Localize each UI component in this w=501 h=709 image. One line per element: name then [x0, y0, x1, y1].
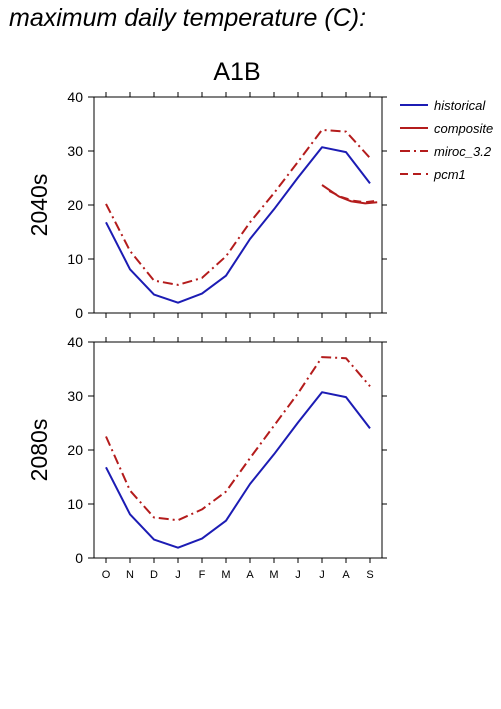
x-tick-label: F [199, 569, 206, 581]
y-tick-label: 20 [67, 197, 83, 213]
y-tick-label: 40 [67, 89, 83, 105]
x-tick-label: J [175, 569, 181, 581]
x-tick-label: J [319, 569, 325, 581]
y-tick-label: 40 [67, 334, 83, 350]
series-line-composite [321, 184, 378, 205]
legend-label: miroc_3.2 [434, 144, 492, 159]
y-axis-label: 2080s [26, 419, 52, 482]
x-tick-label: A [342, 569, 350, 581]
x-tick-label: D [150, 569, 158, 581]
x-tick-label: A [246, 569, 254, 581]
page-title: maximum daily temperature (C): [9, 4, 367, 32]
plot-frame [93, 96, 383, 314]
x-tick-label: S [366, 569, 373, 581]
y-tick-label: 0 [75, 305, 83, 321]
x-tick-label: M [221, 569, 230, 581]
series-line-pcm1 [328, 190, 378, 204]
panel-1: 0 10 20 30 40 2040s [26, 89, 387, 321]
x-tick-label: N [126, 569, 134, 581]
series-line-historical [105, 146, 371, 304]
panels: 0 10 20 30 40 2040s 0 10 20 30 40 2080s [26, 89, 387, 566]
legend-label: pcm1 [433, 167, 466, 182]
legend-label: composite [434, 121, 493, 136]
y-axis-label: 2040s [26, 174, 52, 237]
series-line-historical [105, 391, 371, 549]
y-tick-label: 0 [75, 550, 83, 566]
legend-label: historical [434, 98, 486, 113]
x-tick-label: O [102, 569, 111, 581]
x-tick-label: J [295, 569, 301, 581]
panel-2: 0 10 20 30 40 2080s [26, 334, 387, 566]
y-tick-label: 20 [67, 442, 83, 458]
y-tick-label: 10 [67, 496, 83, 512]
y-tick-label: 30 [67, 143, 83, 159]
legend: historical composite miroc_3.2 pcm1 [400, 98, 493, 182]
x-tick-label: M [269, 569, 278, 581]
plot-frame [93, 341, 383, 559]
series-line-miroc-3-2 [105, 128, 371, 286]
series-line-miroc-3-2 [105, 356, 371, 522]
chart-title: A1B [213, 58, 260, 86]
y-tick-label: 30 [67, 388, 83, 404]
y-tick-label: 10 [67, 251, 83, 267]
